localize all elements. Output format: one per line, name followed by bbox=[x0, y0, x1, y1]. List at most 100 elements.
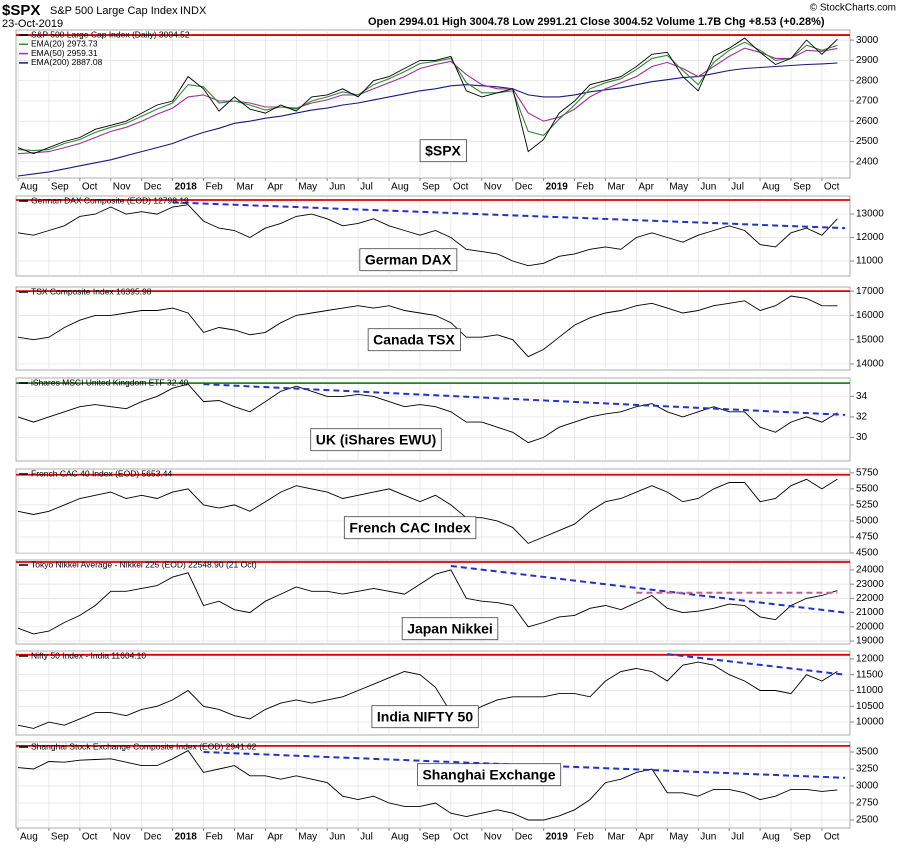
x-tick-label: Jun bbox=[700, 182, 716, 193]
x-tick-label: Sep bbox=[422, 182, 440, 193]
x-tick-label: 2019 bbox=[546, 832, 569, 843]
x-tick-label: Dec bbox=[144, 832, 162, 843]
label-box bbox=[371, 705, 479, 729]
x-tick-label: Apr bbox=[638, 182, 654, 193]
panel-label: India NIFTY 50 bbox=[377, 709, 473, 725]
x-tick-label: Aug bbox=[20, 182, 38, 193]
x-tick-label: Aug bbox=[762, 832, 780, 843]
y-tick-label: 22000 bbox=[856, 593, 884, 604]
x-tick-label: Mar bbox=[236, 832, 254, 843]
y-tick-label: 19000 bbox=[856, 636, 884, 647]
label-box bbox=[401, 617, 499, 641]
y-tick-label: 3250 bbox=[856, 764, 879, 775]
price-line bbox=[17, 47, 838, 155]
x-tick-label: Sep bbox=[51, 182, 69, 193]
legend-text: EMA(50) 2959.31 bbox=[31, 48, 98, 58]
legend-text: Tokyo Nikkei Average - Nikkei 225 (EOD) … bbox=[31, 559, 257, 569]
x-tick-label: Sep bbox=[793, 182, 811, 193]
price-line bbox=[17, 569, 838, 635]
x-tick-label: Mar bbox=[236, 182, 254, 193]
price-line bbox=[17, 383, 838, 444]
y-tick-label: 5500 bbox=[856, 484, 879, 495]
x-tick-label: 2019 bbox=[546, 182, 569, 193]
legend-text: EMA(20) 2973.73 bbox=[31, 39, 98, 49]
x-tick-label: Mar bbox=[607, 182, 625, 193]
x-tick-label: Oct bbox=[824, 832, 840, 843]
y-tick-label: 10500 bbox=[856, 701, 884, 712]
x-tick-label: Aug bbox=[762, 182, 780, 193]
x-tick-label: Oct bbox=[453, 182, 469, 193]
y-tick-label: 3500 bbox=[856, 747, 879, 758]
x-tick-label: Dec bbox=[515, 182, 533, 193]
label-box bbox=[367, 328, 461, 352]
x-tick-label: Jul bbox=[731, 182, 744, 193]
y-tick-label: 34 bbox=[856, 391, 868, 402]
price-line bbox=[17, 37, 838, 155]
panel-label: UK (iShares EWU) bbox=[316, 432, 437, 448]
panel-label: Japan Nikkei bbox=[407, 621, 493, 637]
price-line bbox=[17, 478, 838, 544]
plot bbox=[16, 30, 850, 178]
x-tick-label: Aug bbox=[20, 832, 38, 843]
x-tick-label: Jul bbox=[731, 832, 744, 843]
y-tick-label: 17000 bbox=[856, 286, 884, 297]
legend-text: S&P 500 Large Cap Index (Daily) 3004.52 bbox=[31, 29, 190, 39]
label-box bbox=[417, 763, 562, 787]
y-tick-label: 5250 bbox=[856, 500, 879, 511]
x-tick-label: Oct bbox=[824, 182, 840, 193]
x-tick-label: Jun bbox=[329, 182, 345, 193]
legend-text: TSX Composite Index 16395.98 bbox=[31, 286, 152, 296]
y-tick-label: 11000 bbox=[856, 256, 884, 267]
y-tick-label: 2500 bbox=[856, 136, 879, 147]
credit: © StockCharts.com bbox=[810, 3, 896, 14]
y-tick-label: 5750 bbox=[856, 467, 879, 478]
x-tick-label: Jun bbox=[700, 832, 716, 843]
y-tick-label: 11500 bbox=[856, 669, 884, 680]
y-tick-label: 3000 bbox=[856, 781, 879, 792]
x-tick-label: Sep bbox=[51, 832, 69, 843]
x-tick-label: Dec bbox=[144, 182, 162, 193]
panel-label: $SPX bbox=[425, 143, 461, 159]
y-tick-label: 2800 bbox=[856, 75, 879, 86]
x-tick-label: 2018 bbox=[175, 182, 198, 193]
quote: Open 2994.01 High 3004.78 Low 2991.21 Cl… bbox=[368, 16, 825, 28]
y-tick-label: 20000 bbox=[856, 621, 884, 632]
panel-label: Canada TSX bbox=[373, 332, 455, 348]
x-tick-label: Feb bbox=[577, 832, 595, 843]
plot bbox=[16, 469, 850, 553]
legend-text: EMA(200) 2887.08 bbox=[31, 57, 103, 67]
y-tick-label: 3000 bbox=[856, 35, 879, 46]
date: 23-Oct-2019 bbox=[2, 18, 63, 30]
x-tick-label: Feb bbox=[577, 182, 595, 193]
legend-text: Nifty 50 Index - India 11604.10 bbox=[31, 650, 146, 660]
y-tick-label: 14000 bbox=[856, 359, 884, 370]
y-tick-label: 11000 bbox=[856, 685, 884, 696]
label-box bbox=[310, 428, 442, 452]
x-tick-label: May bbox=[669, 832, 688, 843]
y-tick-label: 2700 bbox=[856, 96, 879, 107]
y-tick-label: 2900 bbox=[856, 55, 879, 66]
trend-line bbox=[450, 564, 846, 614]
x-tick-label: Feb bbox=[206, 832, 224, 843]
price-line bbox=[17, 204, 838, 267]
panel-label: French CAC Index bbox=[349, 520, 471, 536]
plot bbox=[16, 287, 850, 370]
x-tick-label: May bbox=[298, 182, 317, 193]
y-tick-label: 23000 bbox=[856, 579, 884, 590]
x-tick-label: Jul bbox=[360, 182, 373, 193]
price-line bbox=[17, 661, 838, 729]
x-tick-label: Apr bbox=[267, 182, 283, 193]
y-tick-label: 32 bbox=[856, 412, 868, 423]
x-tick-label: Feb bbox=[206, 182, 224, 193]
y-tick-label: 5000 bbox=[856, 516, 879, 527]
price-line bbox=[17, 750, 838, 821]
price-line bbox=[17, 295, 838, 358]
legend-text: iShares MSCI United Kingdom ETF 32.40 bbox=[31, 377, 189, 387]
x-tick-label: Oct bbox=[453, 832, 469, 843]
price-line bbox=[17, 62, 838, 177]
x-tick-label: Apr bbox=[638, 832, 654, 843]
x-tick-label: Nov bbox=[484, 182, 502, 193]
y-tick-label: 24000 bbox=[856, 565, 884, 576]
x-tick-label: 2018 bbox=[175, 832, 198, 843]
